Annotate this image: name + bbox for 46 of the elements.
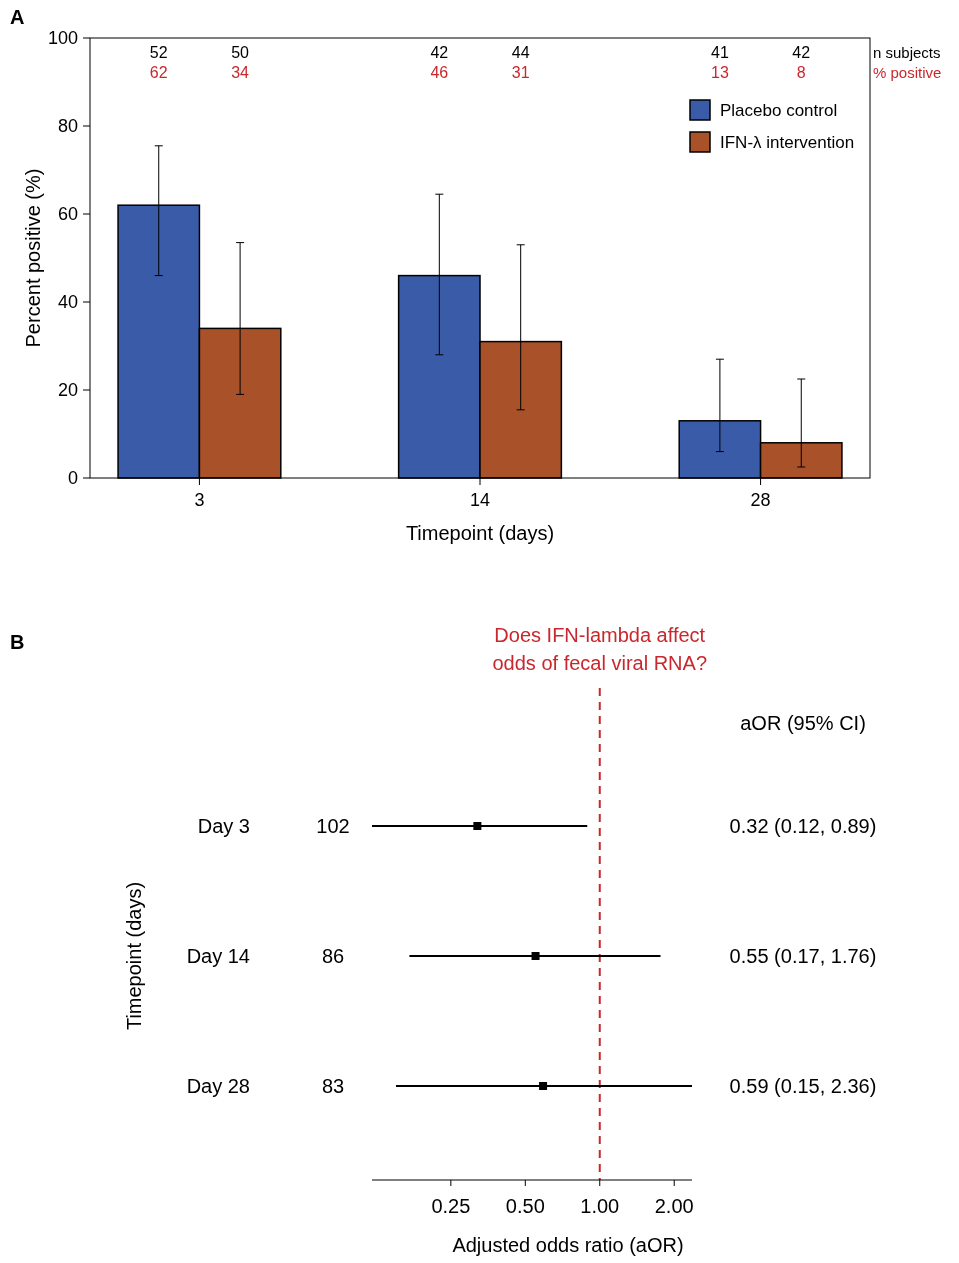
annotation: 13 <box>710 64 729 81</box>
text: aOR (95% CI) <box>740 712 866 734</box>
text: 86 <box>321 945 345 967</box>
y-tick-label: 0 <box>67 468 78 489</box>
y-tick-label: 100 <box>47 28 78 49</box>
x-axis-title: Adjusted odds ratio (aOR) <box>452 1234 684 1256</box>
x-tick-label: 0.25 <box>431 1195 471 1217</box>
y-tick-label: Day 14 <box>186 945 250 967</box>
annotation: 41 <box>710 44 729 61</box>
text: B <box>10 631 25 653</box>
x-tick-label: 3 <box>194 490 205 510</box>
legend-label: Placebo control <box>720 100 838 120</box>
x-axis-title: Timepoint (days) <box>405 522 555 544</box>
annotation: 42 <box>430 44 449 61</box>
text: A <box>10 6 25 28</box>
text: n subjects <box>873 44 941 61</box>
x-tick-label: 0.50 <box>505 1195 545 1217</box>
y-tick-label: 60 <box>57 204 78 225</box>
y-axis-title: Timepoint (days) <box>123 881 145 1031</box>
data-label: 0.55 (0.17, 1.76) <box>729 945 877 967</box>
annotation: 62 <box>149 64 168 81</box>
legend-label: IFN-λ intervention <box>720 132 855 152</box>
annotation: 44 <box>511 44 530 61</box>
annotation: 8 <box>796 64 806 81</box>
annotation: 50 <box>231 44 250 61</box>
x-tick-label: 2.00 <box>654 1195 694 1217</box>
y-tick-label: 80 <box>57 116 78 137</box>
y-tick-label: 40 <box>57 292 78 313</box>
text: 102 <box>316 815 350 837</box>
y-tick-label: Day 3 <box>197 815 250 837</box>
text: % positive <box>873 64 942 81</box>
y-tick-label: 20 <box>57 380 78 401</box>
x-tick-label: 1.00 <box>580 1195 620 1217</box>
annotation: 52 <box>149 44 168 61</box>
ref-line-label: Does IFN-lambda affect odds of fecal viral RNA? <box>492 624 708 674</box>
y-axis-title: Percent positive (%) <box>22 168 44 348</box>
y-tick-label: Day 28 <box>186 1075 250 1097</box>
annotation: 46 <box>430 64 449 81</box>
annotation: 31 <box>511 64 530 81</box>
annotation: 42 <box>792 44 811 61</box>
x-tick-label: 14 <box>469 490 491 510</box>
annotation: 34 <box>231 64 250 81</box>
text: 83 <box>321 1075 345 1097</box>
data-label: 0.59 (0.15, 2.36) <box>729 1075 877 1097</box>
data-label: 0.32 (0.12, 0.89) <box>729 815 877 837</box>
x-tick-label: 28 <box>750 490 771 510</box>
